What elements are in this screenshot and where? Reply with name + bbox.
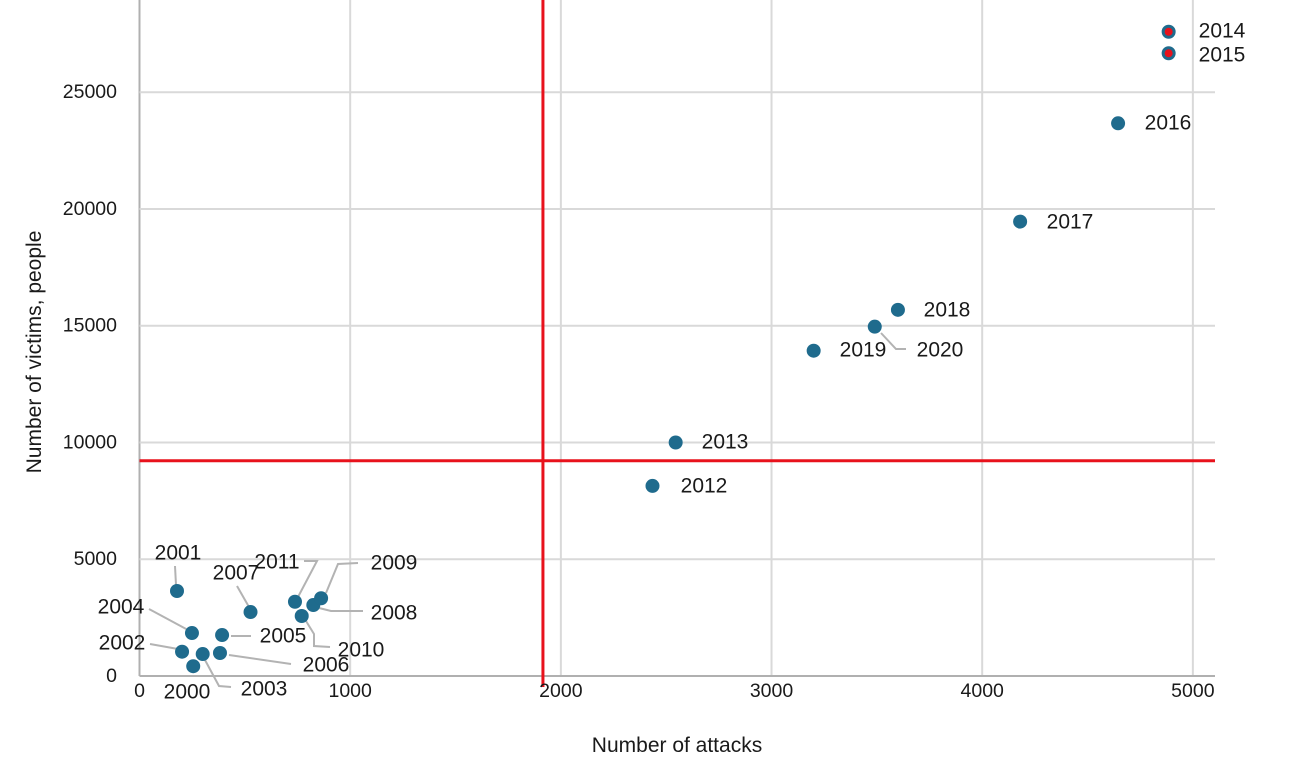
x-tick-label-1000: 1000: [328, 680, 372, 702]
point-label-2020: 2020: [917, 339, 964, 362]
point-label-2018: 2018: [924, 299, 971, 322]
data-point-2014: [1161, 24, 1176, 39]
data-point-2013: [668, 435, 683, 450]
leader-line-2009: [325, 562, 359, 594]
point-label-2017: 2017: [1047, 211, 1094, 234]
leader-line-2001: [174, 565, 177, 586]
data-points: [170, 24, 1176, 674]
point-label-2000: 2000: [164, 681, 211, 704]
x-axis-title: Number of attacks: [592, 734, 762, 757]
data-point-2006: [212, 645, 227, 660]
point-label-2005: 2005: [260, 625, 307, 648]
leader-line-2004: [148, 608, 189, 631]
x-tick-label-4000: 4000: [961, 680, 1005, 702]
y-tick-label-20000: 20000: [63, 198, 117, 220]
point-label-2003: 2003: [241, 678, 288, 701]
data-point-2018: [890, 302, 905, 317]
data-point-2019: [806, 343, 821, 358]
data-point-2003: [195, 647, 210, 662]
leader-line-2007: [236, 585, 250, 608]
data-point-2017: [1013, 214, 1028, 229]
x-tick-label-5000: 5000: [1171, 680, 1215, 702]
leader-line-2006: [228, 654, 292, 665]
data-point-2015: [1161, 46, 1176, 61]
point-label-2006: 2006: [303, 654, 350, 677]
point-label-2004: 2004: [98, 596, 145, 619]
point-label-2011: 2011: [254, 551, 299, 574]
x-tick-label-2000: 2000: [539, 680, 583, 702]
y-tick-label-10000: 10000: [63, 431, 117, 453]
y-axis-title: Number of victims, people: [23, 231, 46, 474]
point-label-2007: 2007: [213, 562, 260, 585]
leader-line-2008: [318, 607, 363, 612]
data-point-2005: [215, 628, 230, 643]
data-point-2007: [243, 605, 258, 620]
point-label-2012: 2012: [681, 475, 728, 498]
leader-line-2010: [305, 620, 331, 648]
data-point-2001: [170, 584, 185, 599]
y-tick-label-5000: 5000: [74, 548, 118, 570]
point-label-2016: 2016: [1145, 112, 1192, 135]
gridlines: [138, 0, 1215, 677]
y-tick-label-15000: 15000: [63, 315, 117, 337]
y-tick-label-25000: 25000: [63, 81, 117, 103]
leader-line-2020: [880, 332, 906, 350]
point-labels: 2000 2001 2002 2003 2004 2005 2006 2007 2008 2009…: [98, 20, 1246, 704]
data-point-2000: [186, 659, 201, 674]
point-label-2015: 2015: [1199, 44, 1246, 67]
reference-lines: [139, 0, 1215, 687]
point-label-2014: 2014: [1199, 20, 1246, 43]
data-point-2010: [294, 608, 309, 623]
leader-line-2011: [297, 560, 319, 598]
label-leader-lines: [148, 332, 906, 688]
leader-line-2003: [204, 659, 232, 688]
data-point-2011: [287, 594, 302, 609]
leader-line-2002: [149, 643, 179, 650]
point-label-2008: 2008: [371, 602, 418, 625]
data-point-2004: [184, 626, 199, 641]
point-label-2002: 2002: [99, 632, 146, 655]
data-point-2009: [314, 591, 329, 606]
tick-labels: 0 1000 2000 3000 4000 5000 0 5000 10000 15000 2000…: [63, 81, 1215, 702]
y-tick-label-0: 0: [106, 665, 117, 687]
data-point-2012: [645, 478, 660, 493]
point-label-2009: 2009: [371, 552, 418, 575]
point-label-2010: 2010: [338, 639, 385, 662]
point-label-2013: 2013: [702, 431, 749, 454]
x-tick-label-0: 0: [134, 680, 145, 702]
data-point-2002: [175, 644, 190, 659]
point-label-2019: 2019: [840, 339, 887, 362]
x-tick-label-3000: 3000: [750, 680, 794, 702]
data-point-2016: [1111, 116, 1126, 131]
point-label-2001: 2001: [155, 542, 202, 565]
data-point-2020: [867, 319, 882, 334]
